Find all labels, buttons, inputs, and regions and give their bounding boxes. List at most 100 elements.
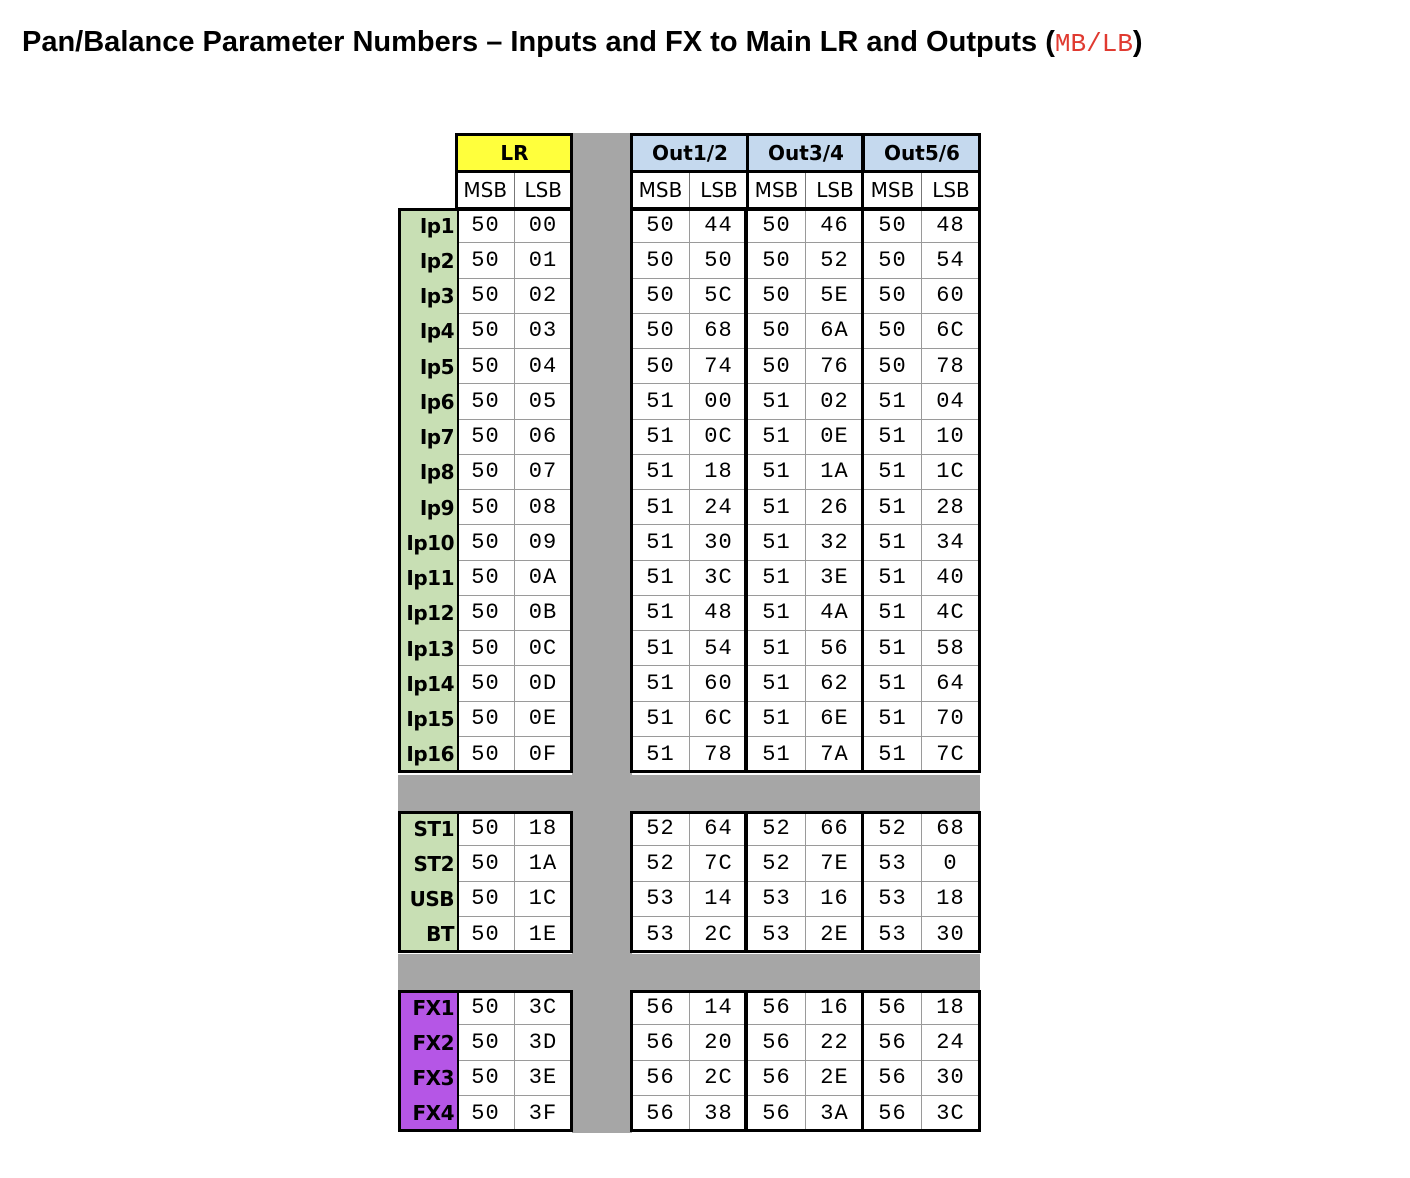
title-close: ) bbox=[1132, 26, 1143, 58]
value-cell: 40 bbox=[922, 560, 980, 596]
value-cell: 64 bbox=[690, 811, 748, 847]
value-cell: 0C bbox=[515, 631, 572, 667]
sub-header: MSB bbox=[632, 172, 690, 208]
value-cell: 6C bbox=[922, 313, 980, 349]
value-cell: 50 bbox=[457, 701, 515, 737]
row-label: Ip1 bbox=[398, 208, 457, 244]
value-cell: 46 bbox=[806, 208, 864, 244]
sub-header: MSB bbox=[457, 172, 515, 208]
value-cell: 04 bbox=[515, 349, 572, 385]
value-cell: 3E bbox=[806, 560, 864, 596]
value-cell: 51 bbox=[632, 454, 690, 490]
value-cell: 51 bbox=[748, 560, 806, 596]
value-cell: 50 bbox=[457, 490, 515, 526]
value-cell: 52 bbox=[632, 811, 690, 847]
value-cell: 50 bbox=[457, 736, 515, 772]
value-cell: 51 bbox=[748, 595, 806, 631]
value-cell: 0C bbox=[690, 419, 748, 455]
row-label: FX3 bbox=[398, 1060, 457, 1096]
value-cell: 3E bbox=[515, 1060, 572, 1096]
value-cell: 14 bbox=[690, 881, 748, 917]
value-cell: 50 bbox=[457, 595, 515, 631]
value-cell: 3F bbox=[515, 1095, 572, 1131]
value-cell: 53 bbox=[864, 916, 922, 952]
value-cell: 51 bbox=[864, 631, 922, 667]
sub-header: LSB bbox=[690, 172, 748, 208]
value-cell: 50 bbox=[864, 313, 922, 349]
value-cell: 10 bbox=[922, 419, 980, 455]
sub-header: LSB bbox=[514, 172, 572, 208]
value-cell: 62 bbox=[806, 666, 864, 702]
value-cell: 0E bbox=[515, 701, 572, 737]
value-cell: 56 bbox=[748, 1060, 806, 1096]
value-cell: 32 bbox=[806, 525, 864, 561]
value-cell: 50 bbox=[457, 313, 515, 349]
value-cell: 24 bbox=[922, 1025, 980, 1061]
row-label: Ip16 bbox=[398, 736, 457, 772]
page-title: Pan/Balance Parameter Numbers – Inputs a… bbox=[22, 26, 1143, 59]
row-label: FX2 bbox=[398, 1025, 457, 1061]
value-cell: 51 bbox=[748, 490, 806, 526]
value-cell: 51 bbox=[632, 560, 690, 596]
value-cell: 0B bbox=[515, 595, 572, 631]
value-cell: 4C bbox=[922, 595, 980, 631]
value-cell: 51 bbox=[864, 736, 922, 772]
value-cell: 64 bbox=[922, 666, 980, 702]
value-cell: 1A bbox=[806, 454, 864, 490]
value-cell: 7C bbox=[922, 736, 980, 772]
value-cell: 51 bbox=[632, 419, 690, 455]
value-cell: 51 bbox=[864, 560, 922, 596]
value-cell: 56 bbox=[632, 1060, 690, 1096]
group-header: Out1/2 bbox=[632, 133, 748, 172]
value-cell: 30 bbox=[922, 1060, 980, 1096]
value-cell: 50 bbox=[457, 846, 515, 882]
group-header: LR bbox=[457, 133, 572, 172]
value-cell: 20 bbox=[690, 1025, 748, 1061]
value-cell: 22 bbox=[806, 1025, 864, 1061]
value-cell: 54 bbox=[690, 631, 748, 667]
value-cell: 4A bbox=[806, 595, 864, 631]
row-label: Ip7 bbox=[398, 419, 457, 455]
value-cell: 50 bbox=[748, 208, 806, 244]
value-cell: 1A bbox=[515, 846, 572, 882]
value-cell: 18 bbox=[922, 990, 980, 1026]
value-cell: 53 bbox=[864, 881, 922, 917]
value-cell: 7A bbox=[806, 736, 864, 772]
value-cell: 51 bbox=[632, 384, 690, 420]
value-cell: 50 bbox=[457, 811, 515, 847]
value-cell: 02 bbox=[515, 278, 572, 314]
value-cell: 18 bbox=[690, 454, 748, 490]
value-cell: 51 bbox=[632, 525, 690, 561]
value-cell: 74 bbox=[690, 349, 748, 385]
value-cell: 34 bbox=[922, 525, 980, 561]
value-cell: 56 bbox=[864, 1095, 922, 1131]
value-cell: 70 bbox=[922, 701, 980, 737]
value-cell: 51 bbox=[632, 701, 690, 737]
value-cell: 01 bbox=[515, 243, 572, 279]
value-cell: 56 bbox=[748, 990, 806, 1026]
value-cell: 09 bbox=[515, 525, 572, 561]
value-cell: 38 bbox=[690, 1095, 748, 1131]
sub-header: MSB bbox=[864, 172, 922, 208]
row-label: BT bbox=[398, 916, 457, 952]
value-cell: 51 bbox=[864, 701, 922, 737]
row-label: Ip2 bbox=[398, 243, 457, 279]
value-cell: 51 bbox=[632, 666, 690, 702]
value-cell: 3C bbox=[515, 990, 572, 1026]
value-cell: 51 bbox=[748, 454, 806, 490]
row-label: ST2 bbox=[398, 846, 457, 882]
value-cell: 18 bbox=[922, 881, 980, 917]
value-cell: 51 bbox=[864, 384, 922, 420]
value-cell: 3C bbox=[922, 1095, 980, 1131]
value-cell: 50 bbox=[864, 208, 922, 244]
value-cell: 50 bbox=[748, 243, 806, 279]
value-cell: 50 bbox=[748, 313, 806, 349]
value-cell: 56 bbox=[864, 1060, 922, 1096]
value-cell: 53 bbox=[748, 916, 806, 952]
value-cell: 51 bbox=[632, 631, 690, 667]
value-cell: 56 bbox=[864, 1025, 922, 1061]
value-cell: 06 bbox=[515, 419, 572, 455]
value-cell: 3A bbox=[806, 1095, 864, 1131]
sub-header: LSB bbox=[922, 172, 980, 208]
row-label: FX4 bbox=[398, 1095, 457, 1131]
